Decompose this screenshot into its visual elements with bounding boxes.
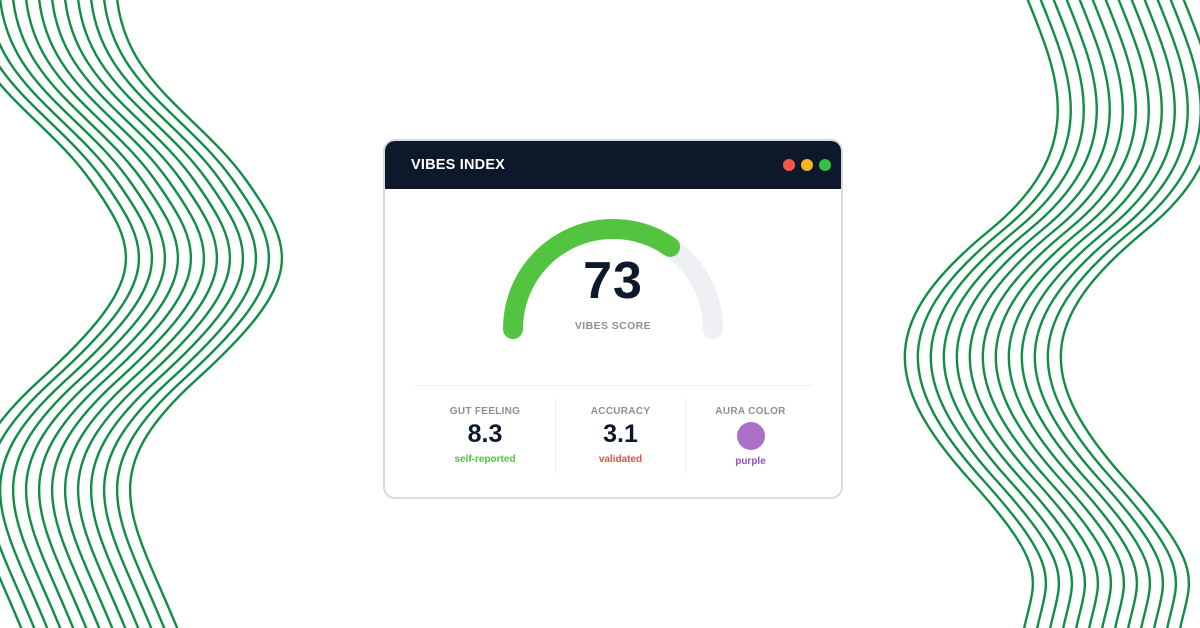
- wave-line: [25, 0, 193, 628]
- window-titlebar: VIBES INDEX: [385, 141, 841, 189]
- stats-row: GUT FEELING 8.3 self-reported ACCURACY 3…: [415, 399, 813, 474]
- wave-line: [1033, 0, 1189, 628]
- stat-note: self-reported: [454, 454, 516, 465]
- wave-line: [1007, 0, 1163, 628]
- wave-line: [955, 0, 1111, 628]
- wave-line: [916, 0, 1072, 628]
- wave-line: [1059, 0, 1200, 628]
- right-wave-decoration: [903, 0, 1200, 628]
- wave-line: [903, 0, 1059, 628]
- aura-color-swatch: [736, 422, 765, 450]
- vibes-gauge: [503, 219, 723, 339]
- minimize-button[interactable]: [801, 159, 813, 171]
- maximize-button[interactable]: [819, 159, 831, 171]
- gauge-fill: [503, 219, 681, 339]
- wave-line: [968, 0, 1124, 628]
- stat-note: validated: [598, 454, 643, 465]
- left-wave-decoration: [0, 0, 284, 628]
- wave-line: [1020, 0, 1176, 628]
- stat-accuracy: ACCURACY 3.1 validated: [555, 399, 685, 474]
- stat-gut-feeling: GUT FEELING 8.3 self-reported: [415, 399, 555, 474]
- wave-line: [1046, 0, 1200, 628]
- wave-line: [12, 0, 180, 628]
- wave-line: [0, 65, 141, 628]
- stat-note: purple: [735, 456, 766, 467]
- stat-aura-color: AURA COLOR purple: [685, 399, 815, 474]
- wave-line: [51, 0, 219, 628]
- wave-line: [90, 0, 258, 628]
- vibes-window: VIBES INDEX 73 VIBES SCORE GUT FEELING 8…: [383, 139, 843, 499]
- wave-line: [0, 82, 128, 628]
- vibes-score-label: VIBES SCORE: [574, 320, 652, 332]
- stat-label: GUT FEELING: [449, 406, 521, 417]
- wave-line: [994, 0, 1150, 628]
- stat-value: 8.3: [467, 420, 503, 448]
- wave-line: [942, 0, 1098, 628]
- wave-line: [38, 0, 206, 628]
- window-controls: [783, 159, 831, 171]
- window-title: VIBES INDEX: [411, 157, 506, 173]
- wave-line: [929, 0, 1085, 628]
- stat-label: ACCURACY: [590, 406, 651, 417]
- wave-line: [103, 0, 271, 628]
- wave-line: [116, 0, 284, 628]
- wave-line: [0, 0, 167, 628]
- section-divider: [415, 385, 813, 386]
- wave-line: [0, 42, 154, 628]
- wave-line: [77, 0, 245, 628]
- stat-value: 3.1: [603, 420, 638, 448]
- wave-line: [64, 0, 232, 628]
- stat-label: AURA COLOR: [715, 406, 786, 417]
- vibes-score-value: 73: [583, 252, 643, 310]
- wave-line: [981, 0, 1137, 628]
- close-button[interactable]: [783, 159, 795, 171]
